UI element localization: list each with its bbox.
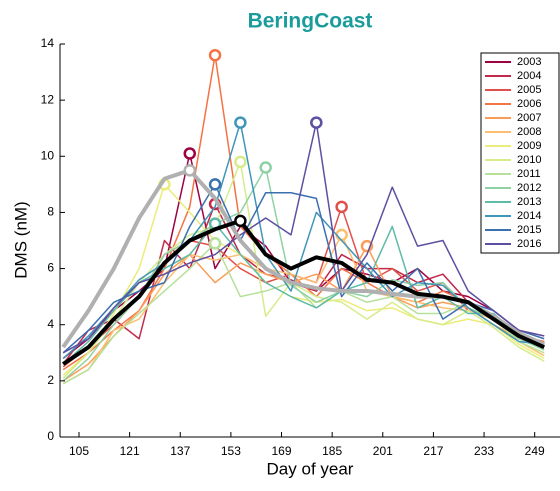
y-tick-label: 4 (47, 317, 54, 331)
plot-area (61, 48, 545, 385)
series-line (62, 54, 545, 371)
legend-label: 2004 (517, 70, 541, 82)
chart-title: BeringCoast (248, 10, 373, 33)
y-tick-label: 8 (47, 205, 54, 219)
y-tick-label: 12 (41, 92, 55, 106)
series-line (62, 121, 545, 354)
legend-label: 2003 (517, 56, 541, 68)
y-tick-label: 10 (41, 148, 55, 162)
legend-label: 2013 (517, 196, 541, 208)
legend-label: 2015 (517, 224, 541, 236)
peak-marker (183, 147, 196, 160)
y-axis-label: DMS (nM) (11, 201, 30, 278)
peak-marker (208, 178, 222, 191)
x-tick-label: 233 (474, 444, 494, 458)
x-tick-label: 201 (373, 444, 393, 458)
y-tick-label: 6 (47, 261, 54, 275)
legend-label: 2010 (517, 154, 541, 166)
legend-label: 2014 (517, 210, 541, 222)
legend-label: 2009 (517, 140, 541, 152)
peak-marker (259, 161, 272, 174)
series-line (62, 152, 545, 359)
y-tick-label: 14 (41, 36, 55, 50)
x-axis-label: Day of year (267, 459, 354, 478)
x-tick-label: 169 (272, 444, 292, 458)
peak-marker (310, 116, 323, 129)
series-line (62, 218, 545, 366)
legend-label: 2016 (517, 238, 541, 250)
legend-label: 2008 (517, 126, 541, 138)
series-line (62, 183, 545, 376)
peak-marker (208, 48, 222, 62)
series-line (62, 161, 545, 379)
peak-marker (208, 237, 222, 250)
y-tick-label: 0 (47, 429, 54, 443)
x-tick-label: 105 (69, 444, 89, 458)
legend-label: 2006 (517, 98, 541, 110)
series-line (62, 183, 545, 354)
series-line (62, 222, 545, 365)
x-tick-label: 137 (170, 444, 190, 458)
legend-label: 2007 (517, 112, 541, 124)
x-tick-label: 153 (221, 444, 241, 458)
legend-label: 2012 (517, 182, 541, 194)
y-tick-label: 2 (47, 373, 54, 387)
x-tick-label: 249 (525, 444, 545, 458)
x-tick-label: 217 (423, 444, 443, 458)
peak-marker (234, 116, 247, 129)
peak-marker (335, 228, 348, 242)
legend-box (480, 52, 560, 254)
legend-label: 2011 (517, 168, 541, 180)
peak-marker (234, 155, 247, 169)
x-tick-label: 121 (120, 444, 140, 458)
peak-marker (234, 214, 247, 228)
peak-marker (335, 200, 348, 214)
series-line (62, 121, 545, 359)
legend-label: 2005 (517, 84, 541, 96)
x-tick-label: 185 (322, 444, 342, 458)
peak-marker (183, 164, 196, 177)
